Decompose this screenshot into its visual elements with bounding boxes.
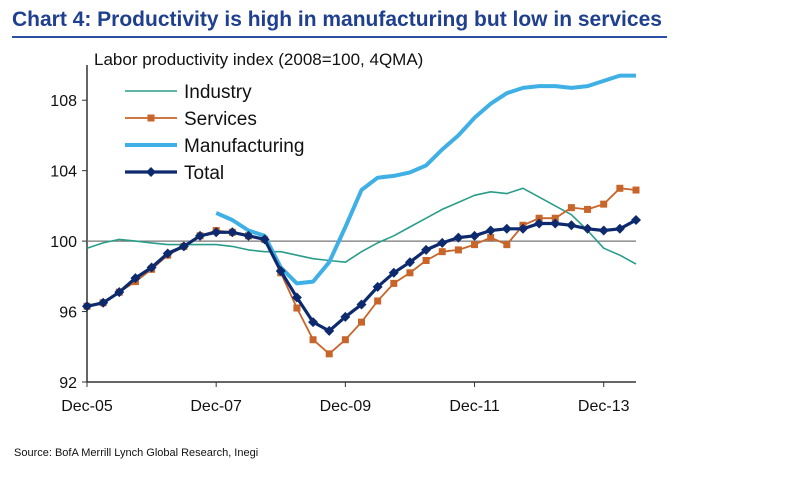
industry-series [86,187,637,265]
total-point [275,266,286,277]
services-point [422,256,430,264]
total-point [243,230,254,241]
total-point [291,292,302,303]
total-point [211,227,222,238]
total-point [437,237,448,248]
services-point [406,269,414,277]
total-point [324,325,335,336]
total-point [453,232,464,243]
total-point [82,301,92,312]
legend-services-label: Services [184,109,257,130]
total-point [550,218,561,229]
x-tick-label: Dec-09 [320,398,372,415]
total-point [340,311,351,322]
y-tick-label: 92 [59,375,77,392]
series-layer [82,73,641,358]
x-tick-label: Dec-11 [449,398,499,415]
legend-manufacturing-label: Manufacturing [184,136,304,157]
total-point [598,225,609,236]
total-point [517,223,528,234]
total-point [178,241,189,252]
total-line [86,218,637,333]
total-point [130,273,141,284]
x-tick-label: Dec-07 [190,398,242,415]
legend-total-label: Total [184,163,224,184]
y-tick-label: 104 [50,164,77,181]
total-point [356,299,367,310]
services-point [616,184,624,192]
services-point [438,248,446,256]
services-line [86,187,637,355]
source-note: Source: BofA Merrill Lynch Global Resear… [14,447,259,459]
y-tick-label: 96 [59,305,77,322]
total-point [146,262,157,273]
services-point [567,204,575,212]
title-divider [12,36,667,38]
total-point [501,223,512,234]
services-point [600,200,608,208]
total-point [469,230,480,241]
total-point [421,244,432,255]
total-point [98,297,109,308]
legend-industry-label: Industry [184,82,252,103]
total-point [308,317,319,328]
total-point [404,257,415,268]
total-point [388,267,399,278]
total-point [162,248,173,259]
total-point [566,220,577,231]
services-point [487,234,495,242]
total-point [614,223,625,234]
total-point [631,214,641,225]
total-point [227,227,238,238]
services-point [503,241,511,249]
industry-line [86,187,637,265]
total-series [82,214,641,336]
total-point [195,230,206,241]
total-point [485,225,496,236]
axes [86,65,636,383]
services-point [341,336,349,344]
services-point [471,241,479,249]
x-tick-label: Dec-13 [578,398,630,415]
y-axis-label: Labor productivity index (2008=100, 4QMA… [94,50,424,69]
services-point [535,214,543,222]
total-point [259,234,270,245]
total-point [114,287,125,298]
services-point [293,304,301,312]
services-series [83,184,640,358]
services-point [358,318,365,326]
legend-services-marker [147,114,155,122]
services-point [454,246,462,254]
chart-title: Chart 4: Productivity is high in manufac… [12,8,662,31]
legend: Industry Services Manufacturing Total [125,82,304,184]
y-tick-label: 108 [50,93,77,110]
manufacturing-series [215,73,636,286]
services-point [374,297,382,305]
services-point [632,186,640,194]
total-point [534,218,545,229]
y-tick-label: 100 [50,234,77,251]
services-point [309,336,317,344]
services-point [584,205,592,213]
total-point [372,281,383,292]
total-point [582,223,593,234]
axis-ticks: 92 96 100 104 108 Dec-05 Dec-07 Dec-09 Dec-11 Dec… [50,93,629,415]
manufacturing-line [215,73,636,286]
x-tick-label: Dec-05 [61,398,113,415]
services-point [551,214,559,222]
services-point [390,279,398,287]
services-point [325,350,333,358]
legend-total-marker [146,167,156,177]
